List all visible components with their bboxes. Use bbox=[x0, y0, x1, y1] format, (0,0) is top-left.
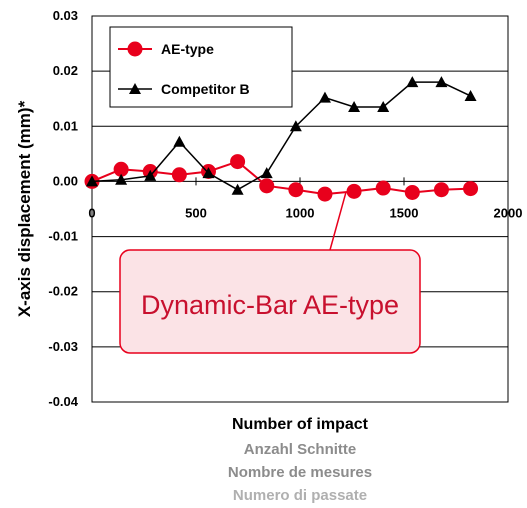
legend-label-ae-type: AE-type bbox=[161, 41, 214, 57]
data-point bbox=[289, 120, 302, 132]
callout-box bbox=[119, 249, 421, 354]
y-axis-title: X-axis displacement (mm)* bbox=[15, 100, 34, 317]
data-point bbox=[144, 169, 157, 181]
y-tick-label: 0.01 bbox=[53, 118, 78, 133]
data-point bbox=[318, 91, 331, 103]
callout: Dynamic-Bar AE-type bbox=[119, 192, 421, 354]
y-tick-label: -0.03 bbox=[48, 339, 78, 354]
series-competitor-b bbox=[86, 76, 477, 195]
x-axis-title: Number of impact bbox=[231, 416, 368, 433]
data-point bbox=[115, 173, 128, 185]
data-point bbox=[173, 135, 186, 147]
data-point bbox=[375, 180, 391, 196]
data-point bbox=[259, 178, 275, 194]
data-point bbox=[464, 89, 477, 101]
data-point bbox=[377, 100, 390, 112]
x-tick-label: 2000 bbox=[494, 205, 523, 220]
series-layer bbox=[84, 76, 479, 202]
callout-text: Dynamic-Bar AE-type bbox=[141, 290, 399, 320]
data-point bbox=[463, 181, 479, 197]
data-point bbox=[260, 167, 273, 179]
y-tick-label: 0.03 bbox=[53, 8, 78, 23]
data-point bbox=[288, 182, 304, 198]
plot-border bbox=[91, 15, 509, 403]
data-point bbox=[231, 183, 244, 195]
legend-swatch-competitor-b-marker bbox=[129, 83, 141, 94]
x-tick-label: 1500 bbox=[390, 205, 419, 220]
y-tick-label: -0.04 bbox=[48, 394, 78, 409]
data-point bbox=[113, 161, 129, 177]
y-tick-labels: 0.03 0.02 0.01 0.00 -0.01 -0.02 -0.03 -0.04 bbox=[48, 8, 78, 409]
x-axis-title-french: Nombre de mesures bbox=[227, 464, 373, 481]
data-point bbox=[406, 76, 419, 88]
x-axis-title-german: Anzahl Schnitte bbox=[243, 441, 357, 458]
data-point bbox=[404, 184, 420, 200]
legend-label-competitor-b: Competitor B bbox=[161, 81, 250, 97]
legend-swatch-ae-type-marker bbox=[127, 41, 143, 57]
data-point bbox=[433, 182, 449, 198]
x-axis-title-italian: Numero di passate bbox=[232, 487, 368, 504]
data-point bbox=[317, 186, 333, 202]
data-point bbox=[230, 154, 246, 170]
x-tick-label: 0 bbox=[88, 205, 95, 220]
y-tick-label: 0.02 bbox=[53, 63, 78, 78]
y-tick-label: 0.00 bbox=[53, 173, 78, 188]
x-tick-label: 500 bbox=[185, 205, 207, 220]
y-tick-label: -0.02 bbox=[48, 284, 78, 299]
data-point bbox=[435, 76, 448, 88]
data-point bbox=[171, 167, 187, 183]
data-point bbox=[202, 167, 215, 179]
y-tick-label: -0.01 bbox=[48, 229, 78, 244]
legend: AE-type Competitor B bbox=[109, 26, 293, 108]
data-point bbox=[346, 183, 362, 199]
x-tick-label: 1000 bbox=[286, 205, 315, 220]
series-ae-type bbox=[84, 154, 479, 202]
data-point bbox=[348, 100, 361, 112]
callout-leader-line bbox=[329, 192, 347, 251]
x-tick-labels: 0 500 1000 1500 2000 bbox=[88, 205, 522, 220]
data-point bbox=[86, 175, 98, 187]
